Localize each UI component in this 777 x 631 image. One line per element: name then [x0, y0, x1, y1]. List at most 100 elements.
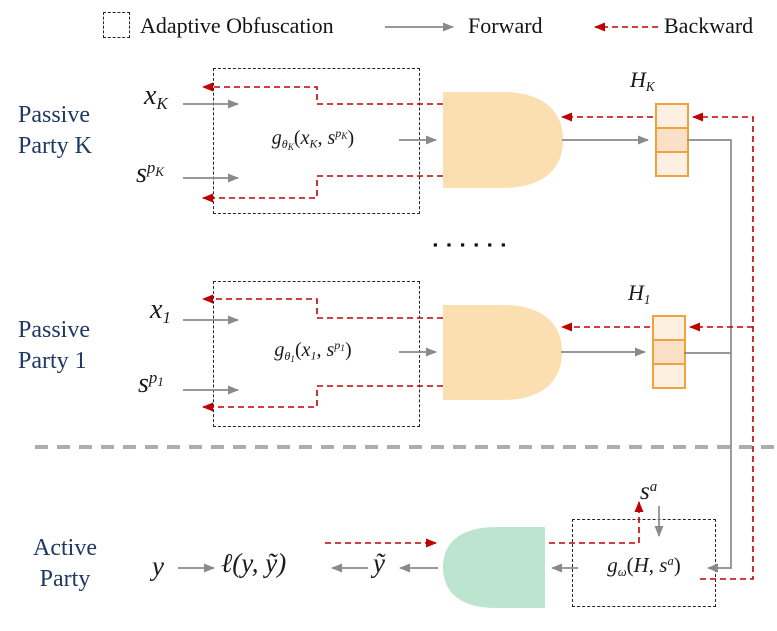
math-part: H	[630, 67, 646, 92]
party-k-obfuscation-fn-label: gθK(xK, spK)	[224, 126, 402, 153]
party-1-obfuscation-fn-label: gθ1(x1, sp1)	[224, 338, 402, 365]
math-part: s	[659, 553, 668, 577]
math-part: (	[293, 127, 301, 149]
math-part: 1	[310, 348, 317, 363]
math-part: p1	[334, 338, 345, 355]
math-part: θ1	[284, 348, 295, 365]
math-part: s	[327, 127, 336, 149]
hk-to-fusion-wire	[687, 139, 732, 573]
embedding-hk-stack	[655, 103, 689, 177]
math-part: p	[334, 338, 341, 353]
math-part: K	[512, 143, 522, 160]
math-part: pK	[335, 126, 348, 143]
math-part: θK	[281, 136, 294, 153]
math-part: ,	[316, 339, 327, 361]
math-part: p	[335, 126, 342, 141]
loss-label: ℓ(y, ỹ)	[221, 548, 287, 578]
math-part: (	[626, 553, 634, 577]
parties-ellipsis: ▪▪▪▪▪▪	[433, 237, 515, 252]
legend-forward-label: Forward	[468, 13, 543, 38]
math-part: p1	[148, 367, 164, 389]
prediction-ytilde-label: ỹ	[373, 548, 385, 578]
legend-obfuscation-label: Adaptive Obfuscation	[140, 13, 334, 38]
active-seed-sa-label: sa	[640, 478, 657, 506]
math-part: θK	[503, 136, 522, 160]
math-part: 1	[157, 373, 164, 389]
party-1-label: Passive Party 1	[18, 315, 90, 377]
hk-cell	[655, 151, 689, 177]
math-part: θ	[503, 136, 513, 157]
active-party-label-line1: Active	[33, 535, 97, 561]
party-k-input-s-label: spK	[136, 158, 164, 190]
party-k-input-x-label: xK	[144, 80, 168, 112]
party-k-label: Passive Party K	[18, 100, 92, 162]
party-1-input-x-label: x1	[150, 294, 171, 326]
embedding-h1-stack	[652, 315, 686, 389]
h1-cell	[652, 315, 686, 341]
active-model-label: Fω	[450, 549, 550, 583]
math-part: 1	[513, 355, 521, 372]
party-1-obfuscation-box	[213, 281, 420, 427]
math-part: K	[341, 132, 348, 143]
math-part: 1	[290, 354, 295, 365]
h1-cell	[652, 339, 686, 365]
math-part: p	[148, 367, 158, 387]
math-part: K	[287, 142, 294, 153]
math-part: θ	[281, 136, 288, 151]
math-part: p	[146, 157, 156, 177]
math-part: G	[482, 121, 504, 154]
active-party-label: Active Party	[20, 533, 110, 595]
party-1-input-s-label: sp1	[138, 368, 164, 400]
math-part: K	[156, 94, 168, 114]
math-part: 1	[340, 344, 345, 355]
math-part: x	[300, 127, 310, 149]
math-part: s	[136, 158, 147, 189]
party-k-model-label: GθK	[452, 121, 552, 160]
math-part: a	[667, 554, 674, 569]
math-part: G	[483, 333, 505, 366]
party-1-label-line1: Passive	[18, 317, 90, 343]
math-part: ,	[317, 127, 328, 149]
hk-cell	[655, 127, 689, 153]
math-part: 1	[162, 308, 171, 328]
math-part: K	[155, 163, 165, 179]
math-part: H	[628, 280, 644, 305]
math-part: a	[649, 478, 658, 495]
math-part: s	[640, 478, 650, 505]
h1-cell	[652, 363, 686, 389]
embedding-hk-label: HK	[630, 67, 655, 93]
legend-backward-label: Backward	[664, 13, 754, 38]
math-part: (	[294, 339, 302, 361]
math-part: g	[271, 127, 282, 149]
math-part: g	[607, 553, 618, 577]
math-part: s	[326, 339, 335, 361]
math-part: θ	[284, 348, 291, 363]
math-part: θ1	[504, 348, 521, 372]
math-part: θ	[504, 348, 514, 369]
math-part: 1	[643, 291, 651, 307]
math-part: x	[150, 294, 163, 325]
math-part: )	[673, 553, 681, 577]
math-part: g	[274, 339, 285, 361]
math-part: ω	[617, 564, 627, 579]
party-k-label-line2: Party K	[18, 133, 92, 159]
party-k-obfuscation-box	[213, 68, 420, 214]
math-part: )	[347, 127, 355, 149]
math-part: s	[138, 368, 149, 399]
math-part: ,	[648, 553, 660, 577]
math-part: pK	[146, 157, 165, 179]
math-part: H	[633, 553, 649, 577]
legend-obfuscation-icon	[103, 12, 130, 38]
hk-cell	[655, 103, 689, 129]
math-part: x	[144, 80, 157, 111]
active-party-label-line2: Party	[39, 566, 91, 592]
math-part: ω	[502, 564, 516, 585]
party-k-label-line1: Passive	[18, 102, 90, 128]
party-1-label-line2: Party 1	[18, 348, 87, 374]
math-part: )	[344, 339, 352, 361]
active-to-hk-grad-wire	[692, 112, 754, 580]
math-part: K	[309, 136, 318, 151]
math-part: F	[484, 549, 503, 582]
active-fusion-fn-label: gω(H, sa)	[574, 553, 714, 578]
